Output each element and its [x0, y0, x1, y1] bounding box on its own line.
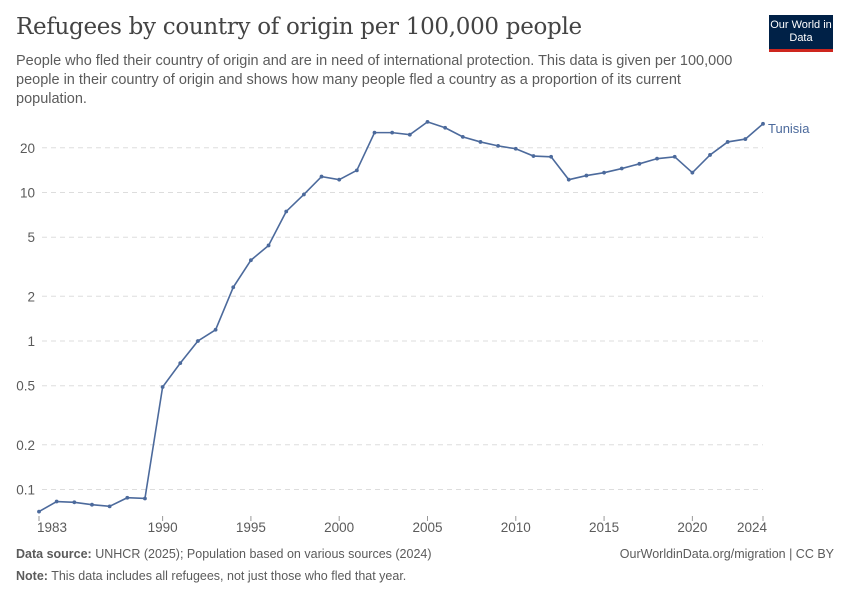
data-point — [178, 361, 183, 365]
data-point — [319, 174, 324, 179]
data-point — [125, 495, 130, 500]
data-point — [72, 500, 77, 505]
data-point — [160, 385, 165, 389]
y-tick-label: 1 — [27, 334, 35, 349]
y-tick-label: 20 — [20, 141, 35, 156]
footer-link[interactable]: OurWorldinData.org/migration | CC BY — [619, 547, 834, 561]
data-point — [231, 285, 236, 290]
data-point — [602, 170, 606, 175]
y-tick-label: 0.1 — [16, 483, 35, 498]
data-point — [284, 209, 289, 214]
y-tick-label: 0.5 — [16, 379, 35, 394]
data-point — [54, 499, 59, 504]
source-text: UNHCR (2025); Population based on variou… — [95, 547, 432, 561]
series-label: Tunisia — [768, 121, 810, 136]
data-point — [478, 140, 483, 144]
note: Note: This data includes all refugees, n… — [16, 569, 406, 583]
y-tick-label: 2 — [27, 289, 35, 304]
data-point — [637, 161, 642, 166]
note-text: This data includes all refugees, not jus… — [51, 569, 407, 583]
data-point — [672, 154, 677, 159]
data-point — [337, 177, 342, 182]
y-tick-label: 0.2 — [16, 438, 35, 453]
chart-subtitle: People who fled their country of origin … — [16, 53, 733, 107]
data-point — [513, 146, 518, 151]
data-point — [107, 504, 112, 509]
data-point — [372, 130, 377, 135]
data-point — [213, 327, 218, 332]
data-point — [566, 177, 571, 182]
data-point — [655, 156, 659, 161]
data-point — [549, 154, 553, 159]
data-point — [725, 140, 730, 144]
note-label: Note: — [16, 569, 48, 583]
data-point — [354, 168, 359, 173]
data-point — [37, 509, 41, 514]
data-point — [690, 170, 695, 175]
owid-logo[interactable]: Our World in Data — [769, 15, 833, 52]
data-point — [619, 166, 624, 171]
y-tick-label: 5 — [27, 230, 35, 245]
data-point — [390, 130, 395, 135]
x-tick-label: 2024 — [737, 520, 768, 535]
x-tick-label: 2005 — [412, 520, 442, 535]
data-point — [425, 119, 430, 124]
data-point — [531, 154, 536, 158]
data-point — [143, 496, 147, 501]
data-point — [584, 173, 589, 178]
data-point — [496, 143, 501, 148]
data-point — [743, 137, 748, 141]
data-point — [266, 243, 271, 248]
source-label: Data source: — [16, 547, 92, 561]
data-point — [708, 153, 712, 157]
x-tick-label: 2020 — [677, 520, 707, 535]
data-point — [90, 502, 94, 507]
x-tick-label: 2010 — [501, 520, 531, 535]
chart-title: Refugees by country of origin per 100,00… — [16, 14, 582, 40]
x-tick-label: 1983 — [37, 520, 67, 535]
data-point — [249, 258, 253, 263]
data-point — [407, 132, 412, 137]
data-point — [460, 134, 465, 139]
x-tick-label: 2015 — [589, 520, 619, 535]
data-point — [761, 121, 765, 126]
data-point — [196, 339, 200, 343]
data-point — [443, 125, 448, 130]
x-tick-label: 2000 — [324, 520, 354, 535]
y-tick-label: 10 — [20, 186, 35, 201]
x-tick-label: 1990 — [148, 520, 178, 535]
data-source: Data source: UNHCR (2025); Population ba… — [16, 547, 432, 561]
x-tick-label: 1995 — [236, 520, 266, 535]
data-point — [301, 192, 306, 197]
series-line-tunisia — [38, 120, 764, 513]
